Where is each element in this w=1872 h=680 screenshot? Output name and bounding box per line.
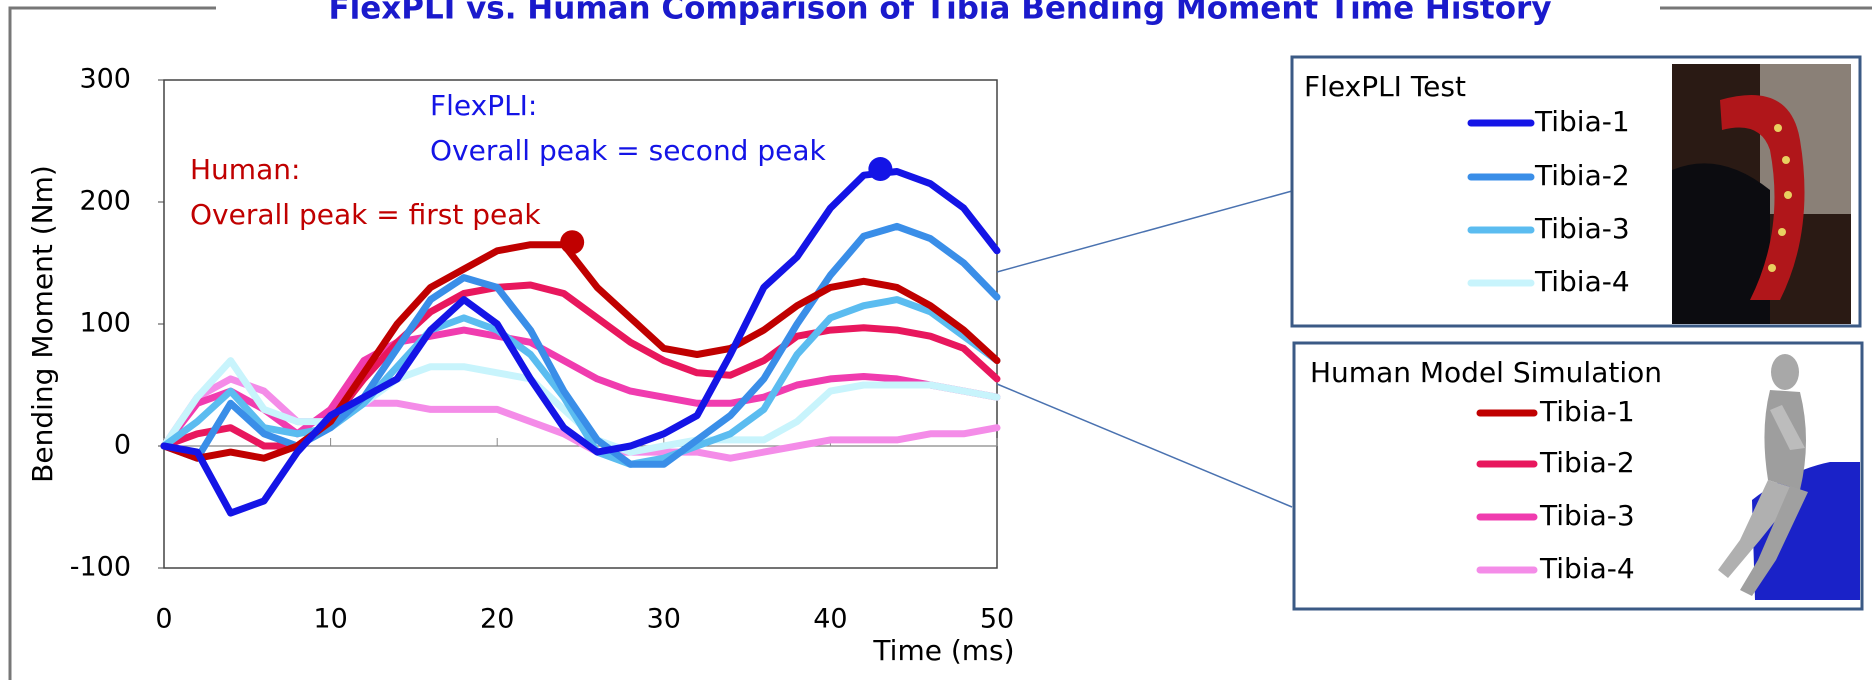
chart-title: FlexPLI vs. Human Comparison of Tibia Be… — [328, 0, 1551, 27]
x-tick-label: 50 — [980, 604, 1014, 635]
legend-label: Tibia-2 — [1534, 159, 1630, 192]
legend-label: Tibia-2 — [1539, 446, 1635, 479]
x-tick-label: 0 — [155, 604, 172, 635]
legend-title: FlexPLI Test — [1304, 70, 1466, 103]
annotation: Overall peak = second peak — [430, 134, 827, 167]
legend-label: Tibia-3 — [1534, 212, 1630, 245]
x-axis-title: Time (ms) — [872, 634, 1014, 667]
peak-marker — [560, 230, 585, 255]
annotation: Human: — [190, 153, 300, 186]
y-axis-title: Bending Moment (Nm) — [26, 165, 59, 483]
legend-label: Tibia-1 — [1539, 395, 1635, 428]
y-tick-label: 300 — [79, 64, 131, 95]
legend-title: Human Model Simulation — [1310, 356, 1662, 389]
connector — [996, 383, 1293, 508]
x-tick-label: 10 — [313, 604, 347, 635]
frame — [8, 6, 216, 680]
legend-label: Tibia-3 — [1539, 499, 1635, 532]
y-tick-label: 200 — [79, 186, 131, 217]
legend-label: Tibia-4 — [1534, 265, 1630, 298]
data-line — [160, 296, 1001, 468]
x-tick-label: 30 — [647, 604, 681, 635]
y-tick-label: 100 — [79, 308, 131, 339]
x-tick-label: 20 — [480, 604, 514, 635]
legend-label: Tibia-4 — [1539, 552, 1635, 585]
y-tick-label: -100 — [70, 552, 131, 583]
annotation: FlexPLI: — [430, 89, 537, 122]
annotation: Overall peak = first peak — [190, 198, 541, 231]
data-line — [160, 168, 1001, 517]
legend-label: Tibia-1 — [1534, 105, 1630, 138]
peak-marker — [868, 157, 893, 182]
human-model-figure — [1718, 354, 1860, 600]
x-tick-label: 40 — [813, 604, 847, 635]
y-tick-label: 0 — [114, 430, 131, 461]
test-photo — [1672, 64, 1851, 324]
connector — [996, 190, 1293, 273]
